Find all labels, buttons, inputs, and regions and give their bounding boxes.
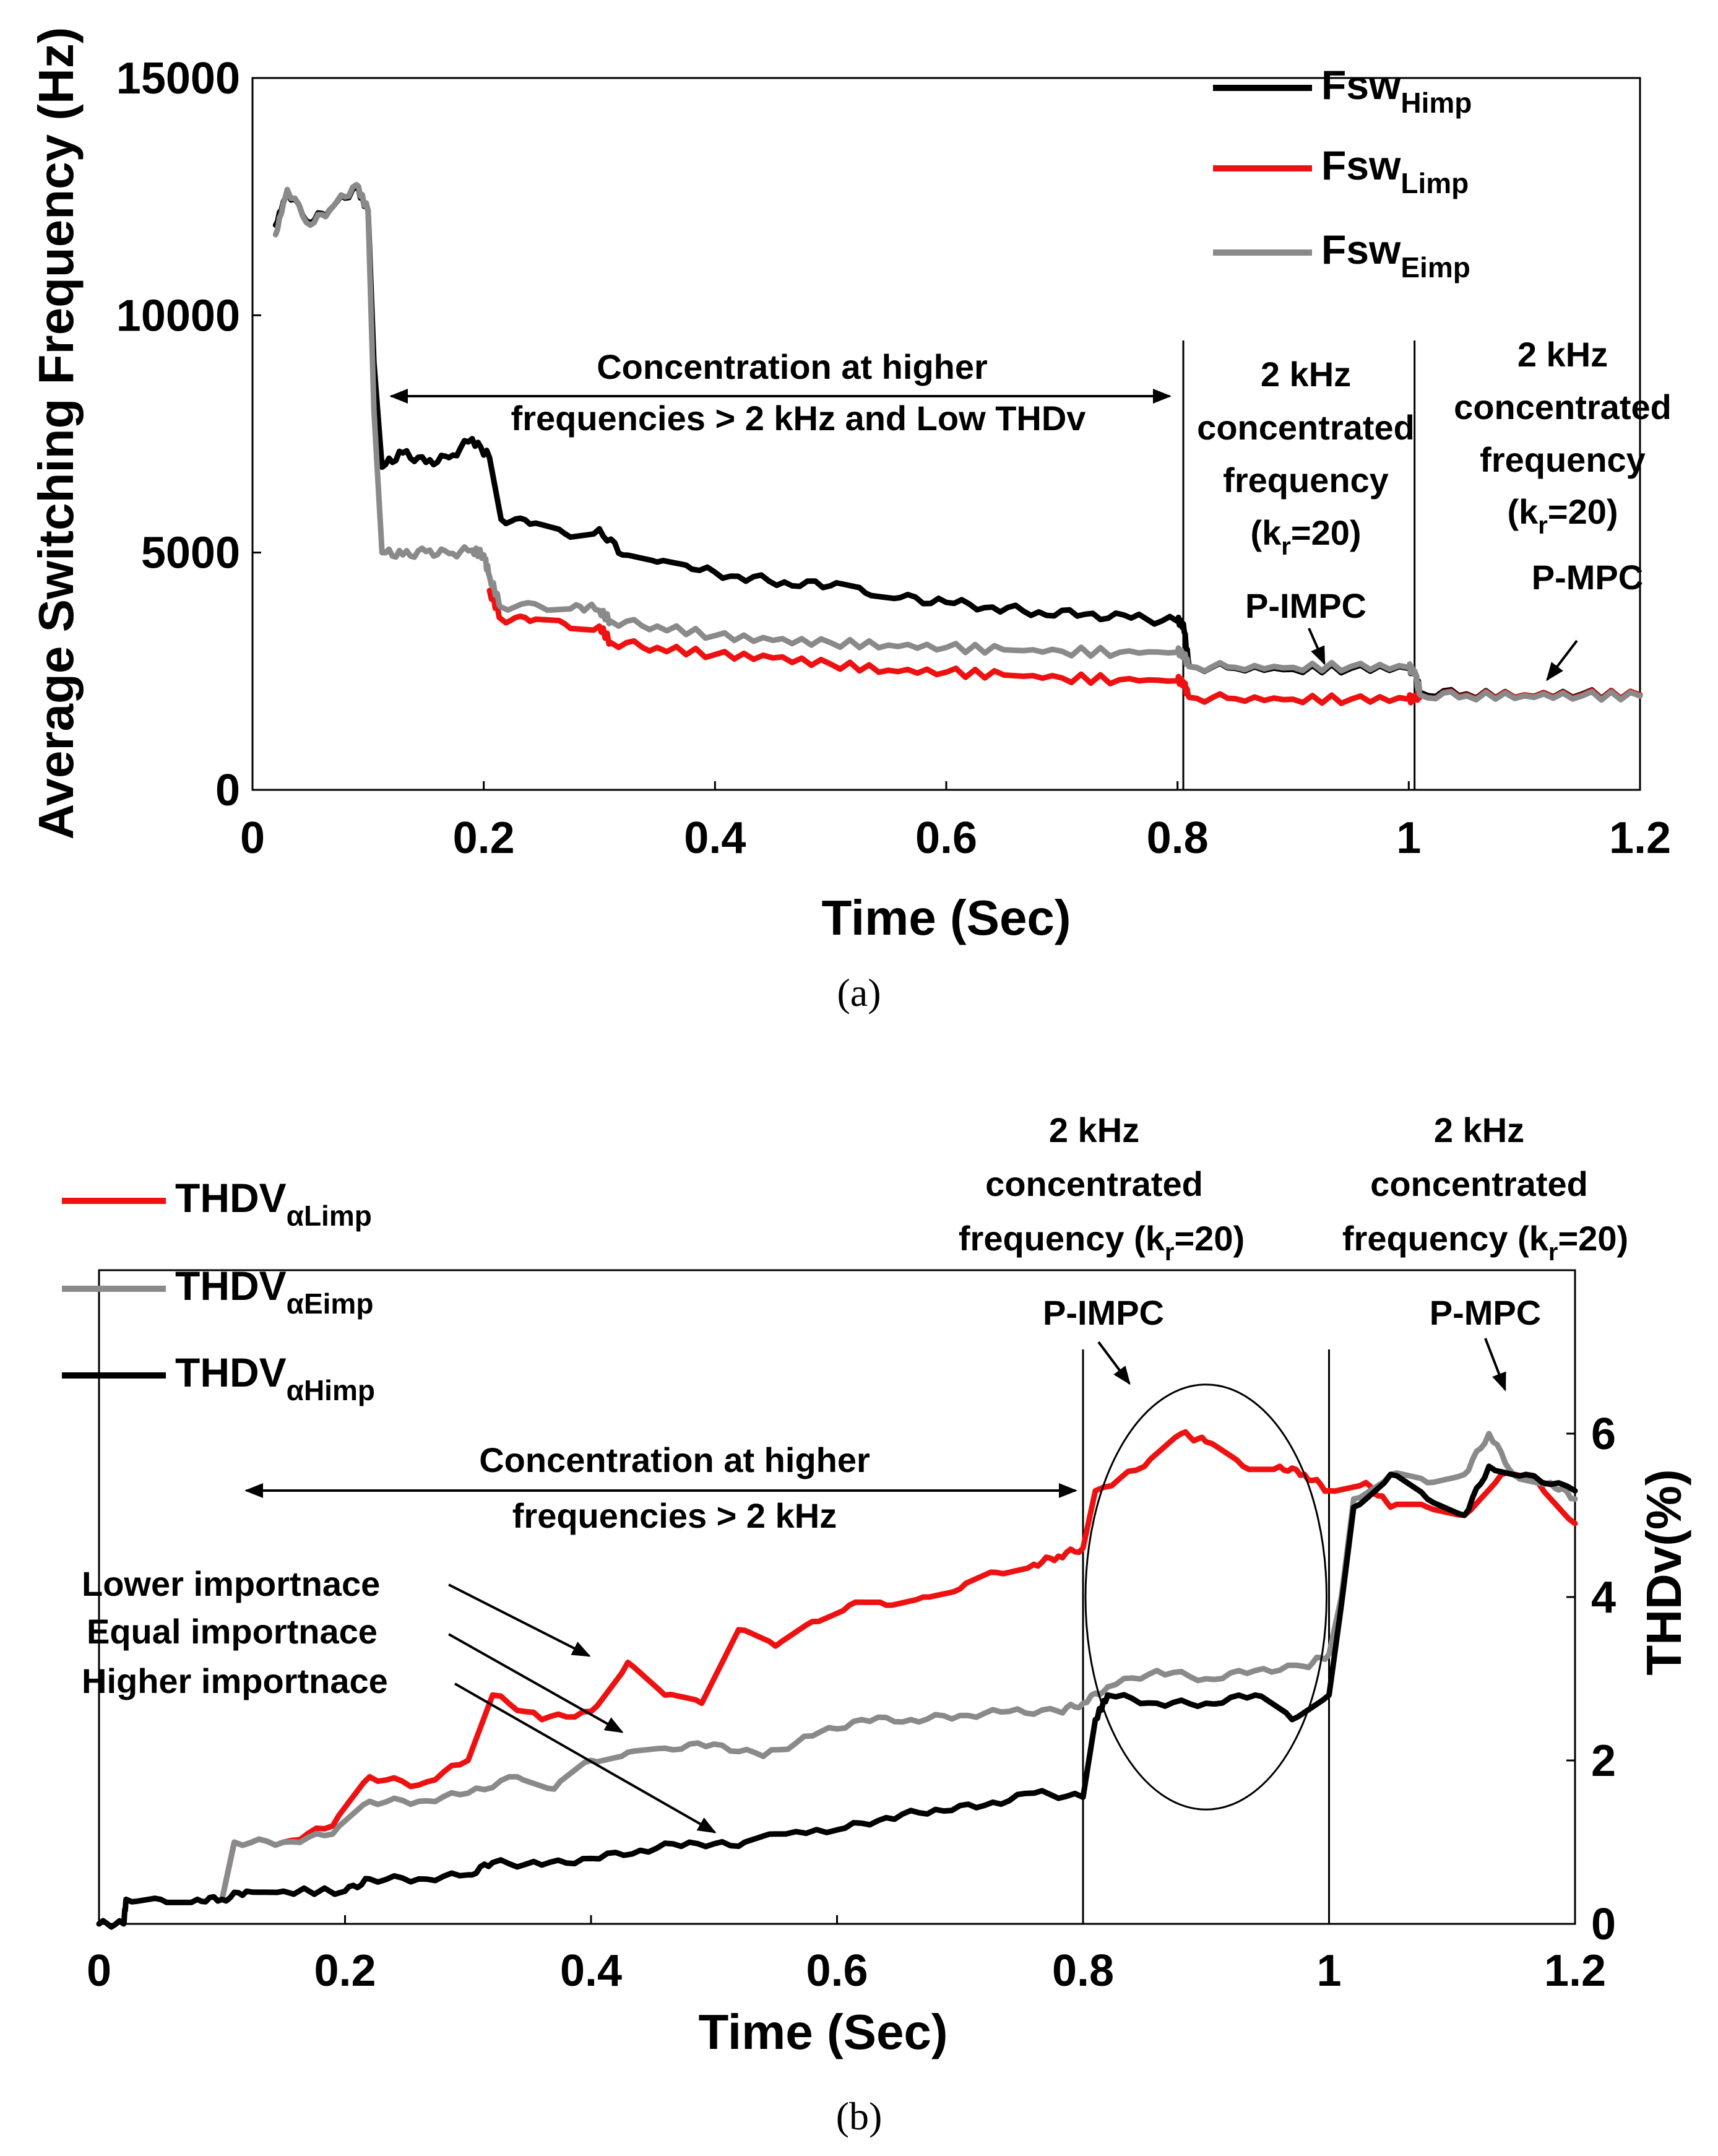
annotations-a: Concentration at higher frequencies > 2 …: [389, 335, 1672, 682]
b-x-tick-label-0-4: 0.4: [560, 1946, 622, 1996]
x-axis-label-b: Time (Sec): [698, 2004, 947, 2059]
lower-importance-arrow: [448, 1583, 591, 1657]
b-x-tick-label-0: 0: [87, 1946, 111, 1996]
b-x-tick-label-1: 1: [1316, 1946, 1341, 1996]
legend-label-fsw-himp: FswHimp: [1321, 62, 1472, 119]
b-highlight-ellipse: [1084, 1383, 1328, 1811]
concentration-text-a-line2: frequencies > 2 kHz and Low THDv: [511, 399, 1086, 438]
b-x-tick-label-0-8: 0.8: [1052, 1946, 1114, 1996]
window1-b-label: P-IMPC: [1043, 1293, 1164, 1332]
b-series-thdv-eimp: [219, 1431, 1578, 1902]
pmpc-arrow-b: [1484, 1338, 1506, 1392]
higher-importance-arrow: [454, 1682, 717, 1833]
window1-a-label: P-IMPC: [1245, 586, 1366, 625]
concentration-text-b-line2: frequencies > 2 kHz: [512, 1496, 837, 1535]
a-series-fsw-eimp: [272, 182, 1643, 703]
a-y-tick-label-5000: 5000: [141, 529, 240, 578]
window2-b-line2: concentrated: [1370, 1164, 1588, 1203]
importance-higher: Higher importnace: [82, 1661, 388, 1700]
y-axis-label-a: Average Switching Frequency (Hz): [28, 27, 84, 840]
b-x-tick-label-1-2: 1.2: [1544, 1946, 1606, 1996]
window1-b-kr: frequency (kr=20): [959, 1219, 1245, 1266]
x-axis-label-a: Time (Sec): [821, 890, 1071, 945]
b-x-tick-label-0-6: 0.6: [806, 1946, 868, 1996]
a-x-tick-label-0: 0: [240, 813, 265, 863]
b-y-tick-label-0: 0: [1591, 1900, 1616, 1949]
a-x-tick-label-0-6: 0.6: [915, 813, 977, 863]
b-y-tick-label-4: 4: [1591, 1573, 1616, 1622]
a-y-tick-label-15000: 15000: [116, 54, 240, 103]
window1-a-kr: (kr=20): [1250, 513, 1361, 560]
window2-a-line1: 2 kHz: [1517, 335, 1608, 374]
window2-a-line3: frequency: [1480, 440, 1646, 479]
window1-a-line3: frequency: [1223, 461, 1389, 500]
legend-label-thdv-himp: THDVαHimp: [175, 1349, 375, 1406]
legend-b: THDVαLimp THDVαEimp THDVαHimp: [62, 1175, 375, 1406]
y-axis-label-b: THDv(%): [1636, 1469, 1691, 1675]
a-x-tick-label-0-4: 0.4: [684, 813, 746, 863]
b-y-tick-label-2: 2: [1591, 1736, 1616, 1786]
legend-label-fsw-eimp: FswEimp: [1321, 227, 1470, 284]
a-y-tick-label-10000: 10000: [116, 291, 240, 340]
window1-b-line2: concentrated: [985, 1164, 1203, 1203]
a-x-tick-label-0-8: 0.8: [1147, 813, 1209, 863]
importance-equal: Equal importnace: [87, 1612, 378, 1651]
a-x-tick-label-0-2: 0.2: [453, 813, 515, 863]
pimpc-arrow-a: [1308, 628, 1326, 665]
a-y-tick-label-0: 0: [215, 766, 240, 815]
b-series-thdv-himp: [96, 1463, 1578, 1930]
caption-b: (b): [836, 2094, 883, 2138]
concentration-text-b-line1: Concentration at higher: [479, 1440, 870, 1479]
pimpc-arrow-b: [1097, 1341, 1131, 1385]
a-x-tick-label-1: 1: [1396, 813, 1421, 863]
a-x-tick-label-1-2: 1.2: [1609, 813, 1671, 863]
window2-b-line1: 2 kHz: [1434, 1110, 1524, 1149]
legend-label-fsw-limp: FswLimp: [1321, 142, 1469, 199]
b-x-tick-label-0-2: 0.2: [314, 1946, 376, 1996]
window2-b-kr: frequency (kr=20): [1342, 1219, 1628, 1266]
a-series-fsw-limp: [486, 587, 1643, 706]
chart-b: 0 0.2 0.4 0.6 0.8 1 1.2 0 2 4 6 Time (Sec) THDv(%…: [62, 1110, 1691, 2138]
caption-a: (a): [837, 971, 881, 1015]
window2-a-line2: concentrated: [1454, 387, 1672, 426]
b-series-thdv-limp: [219, 1429, 1578, 1902]
window1-a-line1: 2 kHz: [1261, 355, 1351, 394]
chart-a: 0 0.2 0.4 0.6 0.8 1 1.2 0 5000 10000 15000 Time (…: [28, 27, 1672, 1015]
window2-a-kr: (kr=20): [1507, 492, 1618, 539]
b-y-tick-label-6: 6: [1591, 1409, 1616, 1459]
window1-b-line1: 2 kHz: [1049, 1110, 1139, 1149]
importance-lower: Lower importnace: [82, 1564, 380, 1603]
legend-a: FswHimp FswLimp FswEimp: [1213, 62, 1472, 284]
concentration-text-a-line1: Concentration at higher: [597, 347, 988, 386]
window2-b-label: P-MPC: [1430, 1293, 1541, 1332]
window2-a-label: P-MPC: [1532, 558, 1643, 597]
legend-label-thdv-limp: THDVαLimp: [175, 1175, 372, 1232]
legend-label-thdv-eimp: THDVαEimp: [175, 1263, 373, 1320]
annotations-b: Concentration at higher frequencies > 2 …: [82, 1110, 1628, 1833]
equal-importance-arrow: [448, 1633, 624, 1733]
pmpc-arrow-a: [1546, 639, 1578, 682]
window1-a-line2: concentrated: [1197, 408, 1415, 447]
